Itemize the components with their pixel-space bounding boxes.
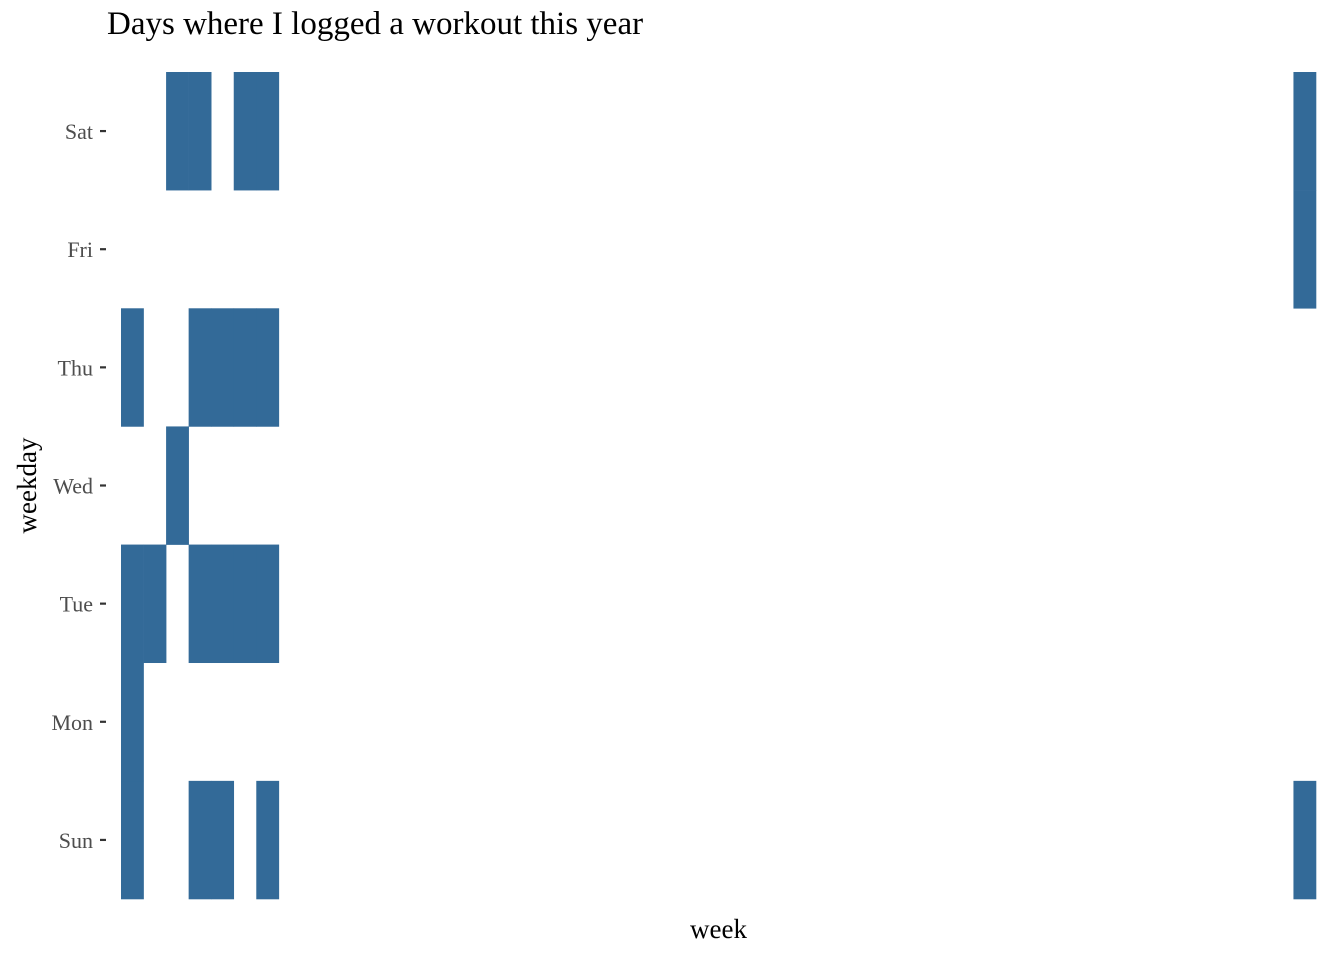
x-axis-title: week	[690, 914, 747, 944]
heatmap-cell-week3-sat	[166, 72, 189, 191]
y-tick-label-sat: Sat	[65, 119, 93, 144]
heatmap-cell-week4-thu	[188, 308, 212, 427]
heatmap-cell-week5-tue	[211, 544, 235, 664]
heatmap-cell-week2-tue	[143, 544, 167, 664]
heatmap-cell-week1-tue	[121, 544, 144, 664]
y-axis-title: weekday	[12, 437, 42, 533]
heatmap-cell-week7-thu	[256, 308, 280, 427]
y-tick-label-wed: Wed	[53, 474, 93, 499]
y-tick-label-tue: Tue	[60, 592, 93, 617]
heatmap-cell-week6-thu	[233, 308, 257, 427]
heatmap-cell-week7-tue	[256, 544, 280, 664]
heatmap-cell-week6-sat	[233, 72, 257, 191]
heatmap-cell-week5-thu	[211, 308, 235, 427]
heatmap-cell-week7-sun	[256, 780, 280, 900]
y-tick-label-mon: Mon	[51, 710, 93, 735]
chart-title: Days where I logged a workout this year	[107, 6, 644, 42]
heatmap-cell-week6-tue	[233, 544, 257, 664]
heatmap-cell-week5-sun	[211, 780, 235, 900]
heatmap-cell-week53-sun	[1293, 780, 1317, 900]
heatmap-cell-week7-sat	[256, 72, 280, 191]
heatmap-cell-week1-sun	[121, 780, 144, 900]
y-tick-label-thu: Thu	[58, 355, 93, 380]
heatmap-cell-week4-sat	[188, 72, 212, 191]
heatmap-cell-week1-mon	[121, 662, 144, 782]
heatmap-cell-week53-fri	[1293, 190, 1317, 309]
y-tick-label-sun: Sun	[59, 828, 93, 853]
heatmap-cell-week4-sun	[188, 780, 212, 900]
y-tick-label-fri: Fri	[67, 237, 93, 262]
heatmap-cell-week53-sat	[1293, 72, 1317, 191]
heatmap-cell-week3-wed	[166, 426, 189, 545]
heatmap-cell-week1-thu	[121, 308, 144, 427]
heatmap-cell-week4-tue	[188, 544, 212, 664]
